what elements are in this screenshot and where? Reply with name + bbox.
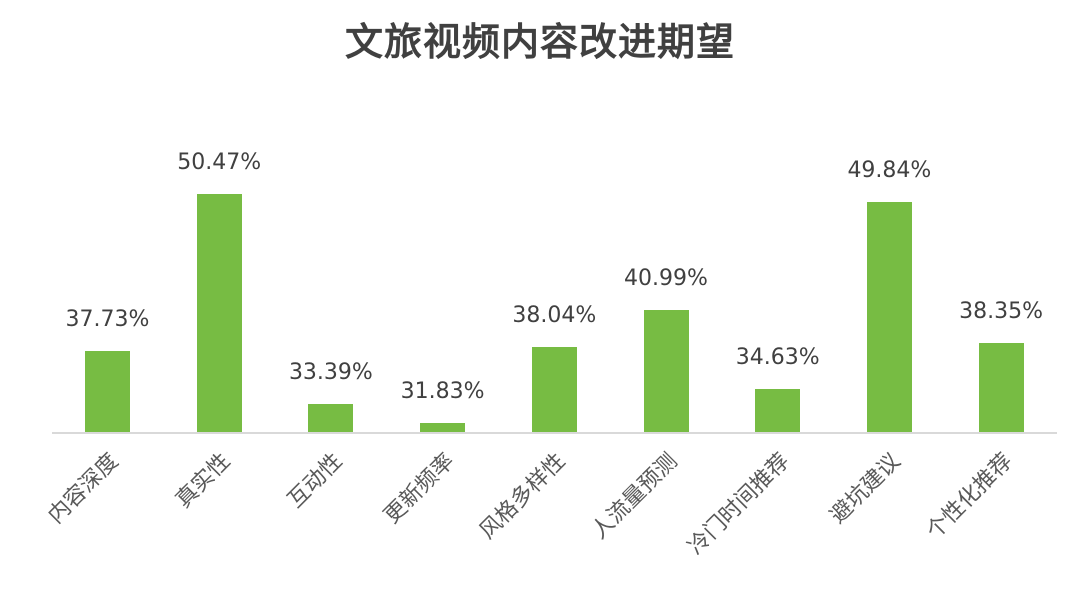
- x-tick-label: 个性化推荐: [922, 448, 1018, 545]
- data-label: 38.04%: [512, 302, 597, 328]
- bar: [308, 403, 354, 432]
- bar: [420, 423, 466, 432]
- data-label: 50.47%: [177, 149, 262, 175]
- bar: [643, 310, 689, 432]
- x-tick-label: 真实性: [171, 448, 236, 514]
- x-axis-line: [52, 432, 1057, 434]
- bar: [531, 346, 577, 432]
- bar: [978, 342, 1024, 432]
- data-label: 37.73%: [65, 306, 150, 332]
- x-tick-label: 互动性: [283, 448, 348, 514]
- x-tick-label: 人流量预测: [587, 448, 683, 545]
- x-tick-label: 内容深度: [44, 448, 124, 529]
- data-label: 38.35%: [959, 298, 1044, 324]
- data-label: 40.99%: [624, 266, 708, 292]
- data-label: 31.83%: [400, 379, 485, 405]
- x-tick-label: 避坑建议: [825, 448, 906, 529]
- x-tick-label: 风格多样性: [475, 448, 571, 545]
- bar: [866, 201, 912, 432]
- data-label: 33.39%: [288, 359, 373, 385]
- bar: [85, 350, 130, 432]
- data-label: 34.63%: [735, 344, 820, 370]
- chart-title: 文旅视频内容改进期望: [344, 19, 735, 64]
- x-tick-label: 冷门时间推荐: [683, 448, 795, 560]
- data-label: 49.84%: [847, 157, 932, 183]
- bar: [196, 193, 242, 432]
- bar: [755, 388, 801, 432]
- x-tick-label: 更新频率: [379, 448, 460, 529]
